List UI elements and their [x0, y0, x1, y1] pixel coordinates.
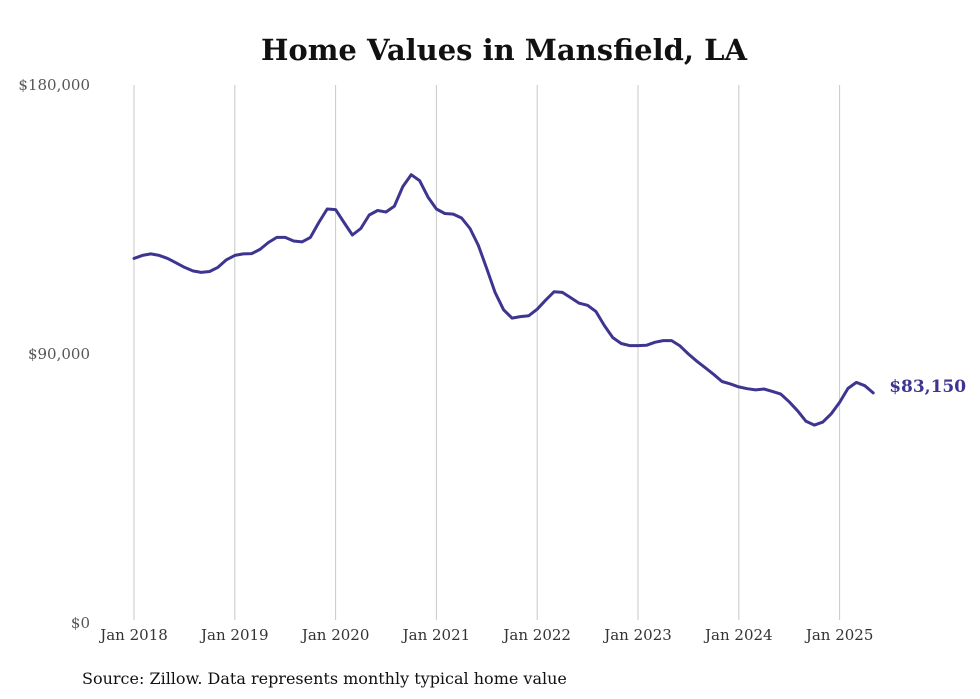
x-tick-label: Jan 2025 — [804, 626, 874, 644]
source-note: Source: Zillow. Data represents monthly … — [82, 669, 567, 688]
x-tick-label: Jan 2022 — [501, 626, 571, 644]
y-tick-label: $0 — [71, 614, 90, 632]
x-tick-label: Jan 2018 — [98, 626, 168, 644]
latest-value-label: $83,150 — [889, 377, 966, 397]
x-tick-label: Jan 2021 — [401, 626, 471, 644]
gridlines — [133, 85, 841, 620]
x-tick-label: Jan 2019 — [199, 626, 269, 644]
chart-title: Home Values in Mansfield, LA — [261, 33, 747, 67]
y-tick-label: $180,000 — [18, 76, 90, 94]
y-tick-label: $90,000 — [28, 345, 90, 363]
home-value-series-line — [132, 173, 875, 427]
x-tick-label: Jan 2023 — [602, 626, 672, 644]
x-axis-ticks: Jan 2018 Jan 2019 Jan 2020 Jan 2021 Jan 2022… — [98, 626, 873, 644]
x-tick-label: Jan 2020 — [300, 626, 370, 644]
y-axis-ticks: $0 $90,000 $180,000 — [18, 76, 90, 632]
x-tick-label: Jan 2024 — [703, 626, 773, 644]
